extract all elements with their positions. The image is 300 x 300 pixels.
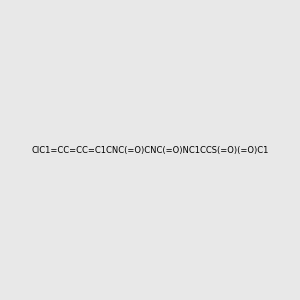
Text: ClC1=CC=CC=C1CNC(=O)CNC(=O)NC1CCS(=O)(=O)C1: ClC1=CC=CC=C1CNC(=O)CNC(=O)NC1CCS(=O)(=O… xyxy=(31,146,269,154)
